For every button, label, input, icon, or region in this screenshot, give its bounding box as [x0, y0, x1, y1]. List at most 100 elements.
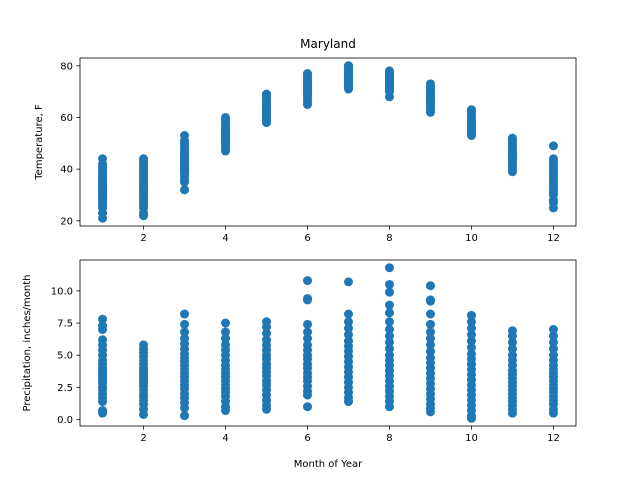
precipitation-point [466, 336, 476, 346]
precipitation-point [303, 327, 313, 337]
precipitation-point [384, 331, 394, 341]
precipitation-y-tick-label: 5.0 [57, 351, 73, 362]
temperature-point [98, 154, 108, 164]
precipitation-point [384, 279, 394, 289]
temperature-point [262, 89, 272, 99]
precipitation-point [343, 277, 353, 287]
precipitation-point [425, 333, 435, 343]
precipitation-axes-frame [79, 259, 577, 427]
precipitation-point [262, 335, 272, 345]
precipitation-point [262, 328, 272, 338]
precipitation-point [466, 317, 476, 327]
precipitation-y-tick-label: 10.0 [51, 286, 73, 297]
precipitation-point [180, 319, 190, 329]
precipitation-y-tick-label: 2.5 [57, 383, 73, 394]
temperature-x-tick-label: 12 [547, 233, 560, 244]
precipitation-point [507, 337, 517, 347]
precipitation-point [139, 340, 149, 350]
precipitation-point [384, 287, 394, 297]
temperature-y-tick-label: 20 [60, 216, 73, 227]
precipitation-point [221, 318, 231, 328]
precipitation-point [303, 276, 313, 286]
precipitation-point [98, 406, 108, 416]
temperature-y-axis-label: Temperature, F [34, 104, 45, 181]
temperature-point [384, 66, 394, 76]
precipitation-point [548, 344, 558, 354]
precipitation-point [303, 340, 313, 350]
temperature-point [221, 112, 231, 122]
precipitation-point [180, 309, 190, 319]
temperature-point [507, 133, 517, 143]
temperature-point [139, 154, 149, 164]
precipitation-point [507, 326, 517, 336]
temperature-x-tick-label: 10 [465, 233, 478, 244]
precipitation-x-tick-label: 2 [140, 433, 146, 444]
precipitation-point [343, 317, 353, 327]
temperature-points [98, 61, 558, 223]
precipitation-point [466, 349, 476, 359]
precipitation-point [384, 337, 394, 347]
temperature-point [548, 154, 558, 164]
temperature-point [180, 185, 190, 195]
precipitation-point [466, 330, 476, 340]
precipitation-point [466, 323, 476, 333]
precipitation-y-tick-label: 7.5 [57, 319, 73, 330]
precipitation-point [425, 319, 435, 329]
temperature-point [548, 141, 558, 151]
precipitation-point [303, 294, 313, 304]
precipitation-point [180, 411, 190, 421]
precipitation-point [180, 333, 190, 343]
precipitation-point [343, 309, 353, 319]
temperature-x-tick-label: 2 [140, 233, 146, 244]
precipitation-point [425, 340, 435, 350]
precipitation-point [548, 350, 558, 360]
precipitation-point [466, 310, 476, 320]
precipitation-point [384, 300, 394, 310]
precipitation-point [425, 327, 435, 337]
precipitation-point [180, 327, 190, 337]
precipitation-point [548, 324, 558, 334]
precipitation-point [425, 346, 435, 356]
precipitation-ticks: 2 4 6 8 10 12 0.0 2.5 5.0 7.5 10.0 [51, 286, 560, 444]
precipitation-point [466, 343, 476, 353]
temperature-y-tick-label: 80 [60, 61, 73, 72]
precipitation-point [548, 337, 558, 347]
precipitation-point [98, 321, 108, 331]
precipitation-point [303, 402, 313, 412]
precipitation-x-tick-label: 12 [547, 433, 560, 444]
temperature-ticks: 2 4 6 8 10 12 20 40 60 80 [60, 61, 560, 244]
precipitation-point [384, 317, 394, 327]
precipitation-point [384, 344, 394, 354]
precipitation-point [343, 336, 353, 346]
temperature-x-tick-label: 6 [304, 233, 310, 244]
precipitation-y-tick-label: 0.0 [57, 415, 73, 426]
precipitation-x-tick-label: 8 [386, 433, 392, 444]
precipitation-point [262, 317, 272, 327]
temperature-point [466, 105, 476, 115]
precipitation-point [548, 331, 558, 341]
precipitation-point [303, 333, 313, 343]
temperature-point [425, 79, 435, 89]
temperature-point [303, 69, 313, 79]
precipitation-point [425, 281, 435, 291]
precipitation-point [384, 350, 394, 360]
precipitation-point [221, 333, 231, 343]
temperature-y-tick-label: 60 [60, 113, 73, 124]
precipitation-point [343, 330, 353, 340]
precipitation-x-tick-label: 4 [222, 433, 228, 444]
precipitation-point [384, 324, 394, 334]
precipitation-x-tick-label: 10 [465, 433, 478, 444]
precipitation-point [425, 309, 435, 319]
precipitation-point [384, 308, 394, 318]
precipitation-point [507, 344, 517, 354]
precipitation-point [98, 335, 108, 345]
precipitation-panel: Precipitation, inches/month Month of Yea… [22, 259, 577, 470]
precipitation-point [221, 340, 231, 350]
precipitation-point [507, 350, 517, 360]
temperature-point [180, 131, 190, 141]
precipitation-point [343, 323, 353, 333]
temperature-axes-frame [79, 57, 577, 227]
precipitation-x-tick-label: 6 [304, 433, 310, 444]
